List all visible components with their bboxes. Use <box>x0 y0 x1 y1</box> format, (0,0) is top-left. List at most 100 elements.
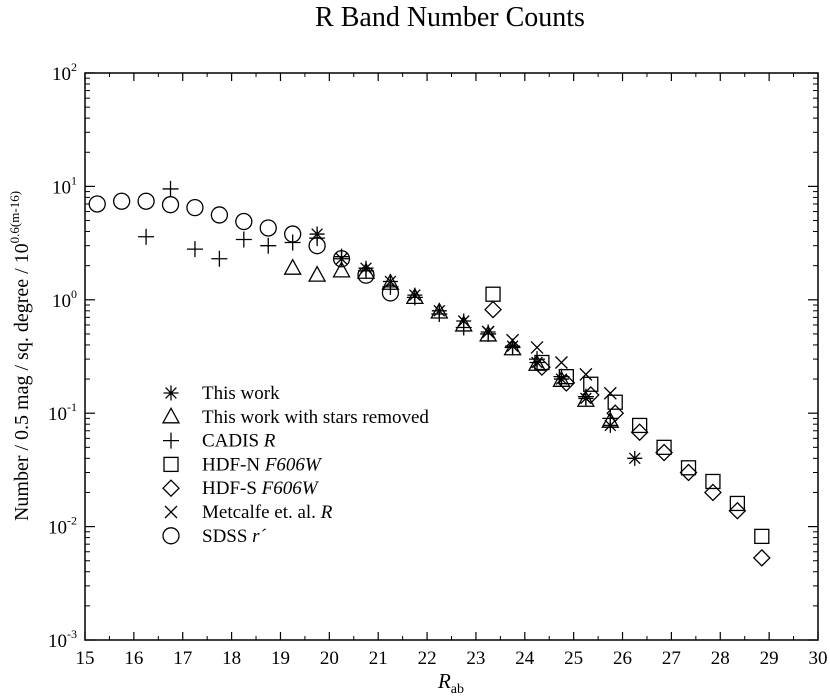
data-point-sdss-r <box>259 219 277 237</box>
data-point-sdss-r <box>186 198 204 217</box>
data-point-cadis-r <box>138 228 155 245</box>
legend-label-sdss-r: SDSS r´ <box>202 526 267 547</box>
y-tick-label: 10-1 <box>48 400 77 425</box>
x-tick-label: 15 <box>76 648 95 669</box>
x-tick-label: 29 <box>760 648 779 669</box>
data-point-hdf-s-f606w <box>606 404 625 423</box>
data-point-cadis-r <box>455 319 472 336</box>
data-point-cadis-r <box>211 250 228 267</box>
legend-marker-hdf-s-f606w <box>162 479 180 498</box>
data-point-hdf-n-f606w <box>656 439 672 455</box>
x-tick-label: 28 <box>711 648 730 669</box>
data-point-hdf-s-f606w <box>557 373 576 392</box>
data-point-hdf-s-f606w <box>728 501 747 520</box>
x-tick-label: 30 <box>809 648 828 669</box>
y-tick-label: 10-2 <box>48 514 77 539</box>
data-point-this-work-with-stars-removed <box>332 261 351 278</box>
data-point-hdf-n-f606w <box>631 417 648 434</box>
x-tick-label: 17 <box>173 648 192 669</box>
legend-marker-this-work-with-stars-removed <box>161 406 181 424</box>
data-point-hdf-s-f606w <box>532 358 551 377</box>
x-tick-label: 18 <box>222 648 241 669</box>
data-point-hdf-n-f606w <box>680 460 697 476</box>
data-point-hdf-n-f606w <box>705 473 721 490</box>
data-point-sdss-r <box>210 206 229 224</box>
data-point-sdss-r <box>381 284 400 302</box>
x-tick-label: 16 <box>124 648 143 669</box>
data-point-metcalfe-et-al-r <box>554 356 568 369</box>
data-point-cadis-r <box>186 241 203 258</box>
x-axis-label: Rab <box>437 669 464 697</box>
legend: This work This work with stars removed CAD… <box>161 383 429 547</box>
data-point-hdf-n-f606w <box>754 528 770 545</box>
data-point-cadis-r <box>162 180 179 197</box>
x-axis-label-subscript: ab <box>451 682 464 697</box>
data-marks <box>88 180 771 567</box>
data-point-this-work <box>627 450 643 466</box>
data-point-cadis-r <box>431 305 448 322</box>
data-point-hdf-s-f606w <box>484 300 502 319</box>
x-tick-label: 20 <box>320 648 339 669</box>
data-point-sdss-r <box>308 237 326 255</box>
data-point-hdf-n-f606w <box>583 376 599 392</box>
data-point-cadis-r <box>480 325 497 342</box>
data-point-cadis-r <box>553 368 570 385</box>
y-axis: 10-3 10-2 10-1 100 101 102 <box>48 60 818 652</box>
data-point-metcalfe-et-al-r <box>530 340 544 354</box>
data-point-sdss-r <box>284 225 302 243</box>
data-point-hdf-s-f606w <box>630 423 649 442</box>
x-tick-label: 23 <box>466 648 485 669</box>
data-point-metcalfe-et-al-r <box>579 367 593 381</box>
data-point-sdss-r <box>88 195 106 213</box>
y-tick-label: 102 <box>52 60 77 85</box>
y-tick-label: 101 <box>52 173 77 198</box>
data-point-sdss-r <box>357 266 375 284</box>
legend-marker-cadis-r <box>163 432 179 449</box>
y-axis-label: Number / 0.5 mag / sq. degree / 100.6(m-… <box>7 191 33 521</box>
data-point-sdss-r <box>161 196 180 214</box>
data-point-hdf-s-f606w <box>655 443 673 462</box>
legend-marker-sdss-r <box>162 527 180 545</box>
data-point-cadis-r <box>602 410 619 427</box>
x-tick-label: 27 <box>662 648 681 669</box>
y-axis-label-superscript: 0.6(m-16) <box>7 191 22 243</box>
data-point-this-work-with-stars-removed <box>576 390 595 407</box>
y-axis-label-main: Number / 0.5 mag / sq. degree / 10 <box>11 243 33 521</box>
data-point-hdf-n-f606w <box>607 394 623 410</box>
legend-label-cadis-r: CADIS R <box>202 431 276 452</box>
chart-title: R Band Number Counts <box>315 2 585 33</box>
legend-label-metcalfe-et-al-r: Metcalfe et. al. R <box>202 502 333 523</box>
data-point-this-work-with-stars-removed <box>308 265 327 282</box>
data-point-hdf-n-f606w <box>729 495 746 512</box>
legend-label-hdf-n-f606w: HDF-N F606W <box>202 454 323 475</box>
data-point-sdss-r <box>235 212 253 231</box>
x-tick-label: 25 <box>564 648 583 669</box>
x-tick-label: 26 <box>613 648 632 669</box>
data-point-cadis-r <box>357 262 374 279</box>
legend-marker-this-work <box>163 385 179 401</box>
x-axis-label-main: R <box>437 669 451 693</box>
data-point-sdss-r <box>332 250 351 268</box>
data-point-cadis-r <box>406 289 423 306</box>
x-axis: 15 16 17 18 19 20 21 22 23 24 25 26 27 28 29 30 <box>76 73 828 669</box>
legend-marker-hdf-n-f606w <box>163 456 179 473</box>
data-point-metcalfe-et-al-r <box>506 333 520 347</box>
data-point-hdf-s-f606w <box>581 385 600 404</box>
data-point-sdss-r <box>113 192 131 210</box>
data-point-sdss-r <box>137 192 155 210</box>
legend-label-this-work: This work <box>202 383 280 404</box>
legend-label-hdf-s-f606w: HDF-S F606W <box>202 478 320 499</box>
data-point-metcalfe-et-al-r <box>603 386 617 400</box>
x-tick-label: 19 <box>271 648 290 669</box>
data-point-cadis-r <box>260 237 277 254</box>
plot-frame <box>84 72 819 641</box>
x-tick-label: 24 <box>515 648 535 669</box>
data-point-cadis-r <box>504 339 521 356</box>
data-point-this-work-with-stars-removed <box>283 258 302 275</box>
x-tick-label: 22 <box>418 648 437 669</box>
x-tick-label: 21 <box>369 648 388 669</box>
data-point-hdf-s-f606w <box>679 463 698 482</box>
data-point-hdf-n-f606w <box>558 369 574 385</box>
y-tick-label: 100 <box>52 287 77 312</box>
